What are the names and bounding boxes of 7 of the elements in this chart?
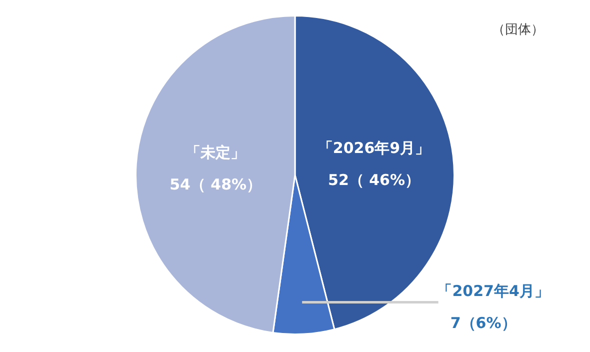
text: （団体）: [492, 22, 544, 38]
data-label: 54（ 48%）: [170, 175, 262, 194]
slice-label: 「未定」: [186, 143, 246, 162]
data-label: 7（6%）: [450, 314, 516, 332]
data-label: 52（ 46%）: [328, 170, 420, 189]
slice-label: 「2026年9月」: [318, 138, 430, 157]
slice-label: 「2027年4月」: [437, 282, 550, 300]
